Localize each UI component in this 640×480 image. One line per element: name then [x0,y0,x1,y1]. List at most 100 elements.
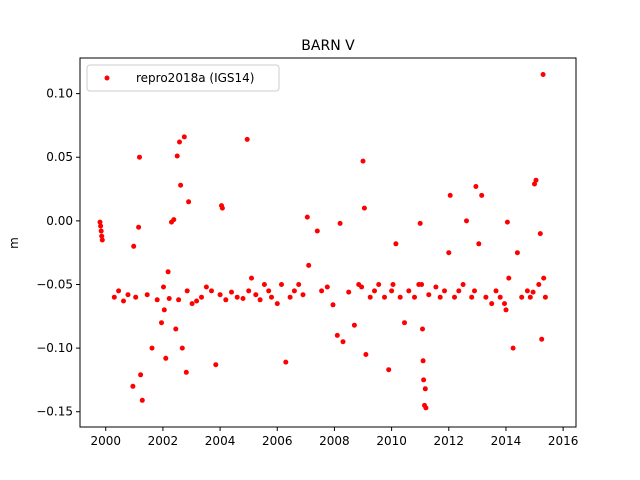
data-point [319,288,325,294]
data-point [437,294,443,300]
data-point [176,297,182,303]
data-point [99,237,105,243]
data-point [324,284,330,290]
data-point [530,289,536,295]
legend-label: repro2018a (IGS14) [136,71,254,85]
y-tick-label: −0.15 [36,405,73,419]
data-point [514,250,520,256]
data-point [442,288,447,294]
data-point [422,386,428,392]
data-point [223,297,229,303]
data-point [177,139,182,145]
data-point [209,288,214,294]
data-point [417,220,423,226]
data-point [502,301,507,307]
y-tick-label: −0.05 [36,277,73,291]
data-point [139,397,145,403]
data-point [300,292,306,298]
data-point [340,339,346,345]
data-point [121,298,126,304]
data-point [154,297,160,303]
data-point [306,262,312,268]
data-point [479,192,485,198]
y-axis-ticks: −0.15 −0.10 −0.05 0.00 0.05 0.10 [36,87,80,419]
data-point [136,224,142,230]
data-point [174,153,180,159]
data-point [334,332,340,338]
data-point [183,369,189,375]
data-point [540,72,546,77]
x-tick-label: 2012 [434,434,465,448]
x-axis-ticks: 2000 2002 2004 2006 2008 2010 2012 2014 2016 [90,427,578,448]
data-point [423,405,429,411]
data-point [541,275,547,281]
data-point [296,282,302,287]
data-point [372,288,377,294]
data-point [542,294,548,300]
data-point [359,284,365,290]
data-point [420,358,426,364]
data-point [279,282,284,287]
data-point [524,288,530,294]
data-point [367,294,373,300]
data-point [539,336,545,342]
data-point [419,282,425,287]
data-point [421,377,427,383]
data-point [291,288,297,294]
data-point [426,292,432,298]
data-point [219,205,225,211]
data-point [283,359,289,365]
data-point [346,289,352,295]
data-point [179,345,185,351]
data-point [246,288,252,294]
data-point [133,294,139,300]
data-point [244,136,250,142]
x-tick-label: 2000 [90,434,121,448]
data-point [483,294,489,300]
data-point [446,250,452,256]
data-point [166,296,172,301]
data-point [287,294,293,300]
data-point [386,367,392,373]
data-point [532,181,537,187]
data-point [406,288,412,294]
data-point [460,282,466,287]
data-point [181,134,187,140]
data-point [99,233,105,239]
data-point [194,298,200,304]
data-point [314,228,320,234]
data-point [213,362,219,368]
data-point [178,182,184,188]
data-point [473,184,479,189]
data-point [234,294,240,300]
plot-frame [79,57,577,428]
data-point [452,294,457,300]
x-tick-label: 2004 [205,434,236,448]
data-point [137,154,142,160]
legend-box [86,64,280,92]
data-point [464,218,469,224]
data-point [111,294,117,300]
data-point [420,326,425,332]
data-point [149,345,155,351]
data-point [229,289,234,295]
data-point [533,177,539,183]
data-point [412,294,417,300]
data-point [257,297,263,303]
data-point [189,301,195,307]
data-point [186,199,192,205]
data-point [217,292,223,298]
data-point [97,219,103,225]
legend: repro2018a (IGS14) [86,64,280,92]
data-point [537,231,543,237]
data-point [98,228,104,234]
data-point [337,220,343,226]
x-tick-label: 2008 [319,434,350,448]
data-point [472,288,477,294]
data-point [397,294,403,300]
data-point [506,275,512,281]
data-point [130,383,136,389]
data-point [536,282,542,287]
data-points [97,72,548,411]
data-point [269,294,274,300]
